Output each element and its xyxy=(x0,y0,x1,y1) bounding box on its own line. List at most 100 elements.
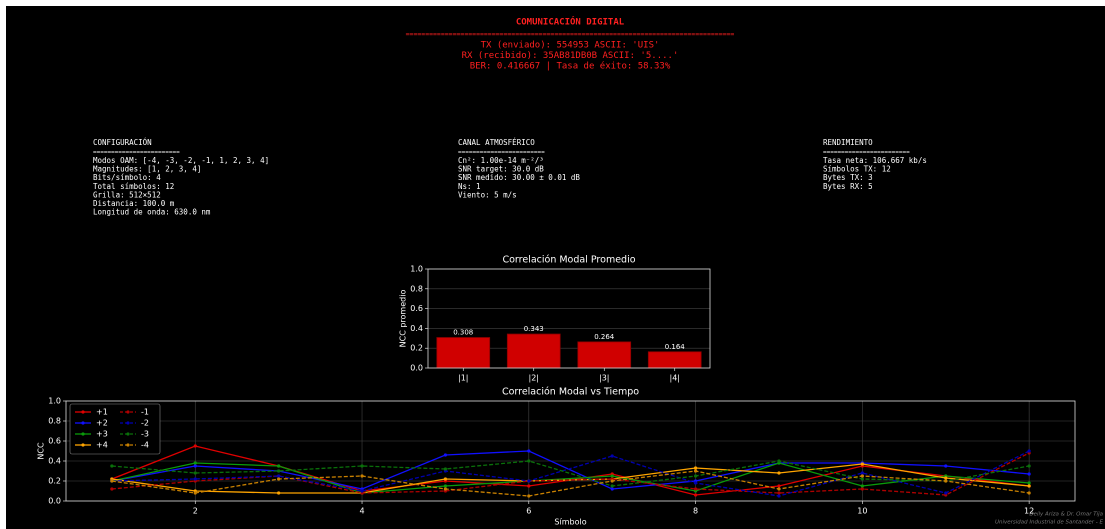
point xyxy=(443,484,448,488)
panel-line: SNR target: 30.0 dB xyxy=(458,165,544,174)
legend-marker xyxy=(126,432,130,436)
point xyxy=(777,471,781,475)
point xyxy=(277,469,281,473)
point xyxy=(193,491,197,495)
legend-label: -4 xyxy=(141,441,149,450)
y-tick-label: 0.8 xyxy=(410,284,423,293)
x-tick-label: |3| xyxy=(599,374,609,383)
point xyxy=(110,464,114,468)
x-tick-label: |1| xyxy=(458,374,468,383)
legend-marker xyxy=(126,410,130,414)
bar xyxy=(506,333,561,369)
panel-line: Bits/símbolo: 4 xyxy=(93,173,161,182)
legend-marker xyxy=(126,443,130,447)
point xyxy=(527,484,531,488)
point xyxy=(277,474,281,478)
x-tick-label: 8 xyxy=(693,507,698,516)
y-tick-label: 0.0 xyxy=(410,364,423,373)
point xyxy=(1027,449,1031,453)
point xyxy=(1027,484,1031,488)
point xyxy=(443,467,448,471)
legend-label: -2 xyxy=(141,419,149,428)
y-axis-label: NCC promedio xyxy=(399,290,408,348)
point xyxy=(777,484,781,488)
panel-rule: ======================== xyxy=(458,149,545,156)
point xyxy=(527,494,531,498)
x-tick-label: 12 xyxy=(1024,507,1034,516)
legend-box xyxy=(69,403,161,455)
chart-title: Correlación Modal vs Tiempo xyxy=(502,387,639,398)
y-tick-label: 0.4 xyxy=(48,457,61,466)
point xyxy=(277,464,281,468)
chart-title: Correlación Modal Promedio xyxy=(502,255,635,266)
plot-frame xyxy=(427,268,711,369)
y-tick-label: 1.0 xyxy=(410,265,423,274)
legend-label: -1 xyxy=(141,408,149,417)
legend-label: +2 xyxy=(96,419,108,428)
panel-line: Cn²: 1.00e-14 m⁻²/³ xyxy=(458,156,544,165)
point xyxy=(860,484,864,488)
y-tick-label: 0.0 xyxy=(48,497,61,506)
point xyxy=(777,494,781,498)
point xyxy=(527,459,531,463)
point xyxy=(610,479,614,483)
series-line xyxy=(111,462,1030,494)
point xyxy=(860,487,864,491)
panel-line: Longitud de onda: 630.0 nm xyxy=(93,208,211,217)
point xyxy=(693,469,698,473)
panel-line: SNR medido: 30.00 ± 0.01 dB xyxy=(458,173,580,182)
panel-line: Grilla: 512×512 xyxy=(93,190,161,199)
point xyxy=(193,464,197,468)
point xyxy=(693,493,698,497)
panel-line: Ns: 1 xyxy=(458,182,481,191)
panel-line: Símbolos TX: 12 xyxy=(823,165,891,174)
footer-credit: Universidad Industrial de Santander - E xyxy=(995,520,1104,526)
x-tick-label: 10 xyxy=(857,507,867,516)
series-line xyxy=(111,460,1030,487)
point xyxy=(944,476,948,480)
value-label: 0.164 xyxy=(665,343,686,351)
point xyxy=(610,454,614,458)
point xyxy=(360,489,364,493)
panel-line: Bytes TX: 3 xyxy=(823,173,873,182)
point xyxy=(193,444,197,448)
legend-marker xyxy=(81,432,85,436)
x-tick-label: 4 xyxy=(359,507,364,516)
y-tick-label: 0.8 xyxy=(48,417,61,426)
legend-label: -3 xyxy=(141,430,149,439)
y-tick-label: 0.2 xyxy=(410,344,423,353)
bar xyxy=(436,337,491,369)
series-line xyxy=(111,450,1030,490)
header-line: BER: 0.416667 | Tasa de éxito: 58.33% xyxy=(470,61,671,72)
bar xyxy=(577,341,632,369)
point xyxy=(610,474,614,478)
x-axis-label: Símbolo xyxy=(554,518,586,527)
point xyxy=(527,449,531,453)
panel-title: CANAL ATMOSFÉRICO xyxy=(458,138,535,147)
header-title: COMUNICACIÓN DIGITAL xyxy=(516,16,625,28)
y-axis-label: NCC xyxy=(37,442,46,460)
y-tick-label: 0.6 xyxy=(410,304,423,313)
series-line xyxy=(111,463,1030,494)
y-tick-label: 0.6 xyxy=(48,437,61,446)
point xyxy=(944,479,948,483)
value-label: 0.308 xyxy=(453,329,473,337)
legend-marker xyxy=(81,443,85,447)
point xyxy=(860,474,864,478)
panel-line: Tasa neta: 106.667 kb/s xyxy=(823,156,927,165)
footer-credit: Deily Ariza & Dr. Omar Tíja xyxy=(1029,511,1103,518)
x-tick-label: |4| xyxy=(670,374,680,383)
point xyxy=(277,491,281,495)
panel-title: CONFIGURACIÓN xyxy=(93,138,152,147)
panel-line: Magnitudes: [1, 2, 3, 4] xyxy=(93,165,201,174)
y-tick-label: 0.4 xyxy=(410,324,423,333)
legend-marker xyxy=(126,421,130,425)
point xyxy=(193,477,197,481)
legend-label: +3 xyxy=(96,430,108,439)
y-tick-label: 1.0 xyxy=(48,397,61,406)
point xyxy=(1027,491,1031,495)
point xyxy=(193,471,197,475)
point xyxy=(443,477,448,481)
